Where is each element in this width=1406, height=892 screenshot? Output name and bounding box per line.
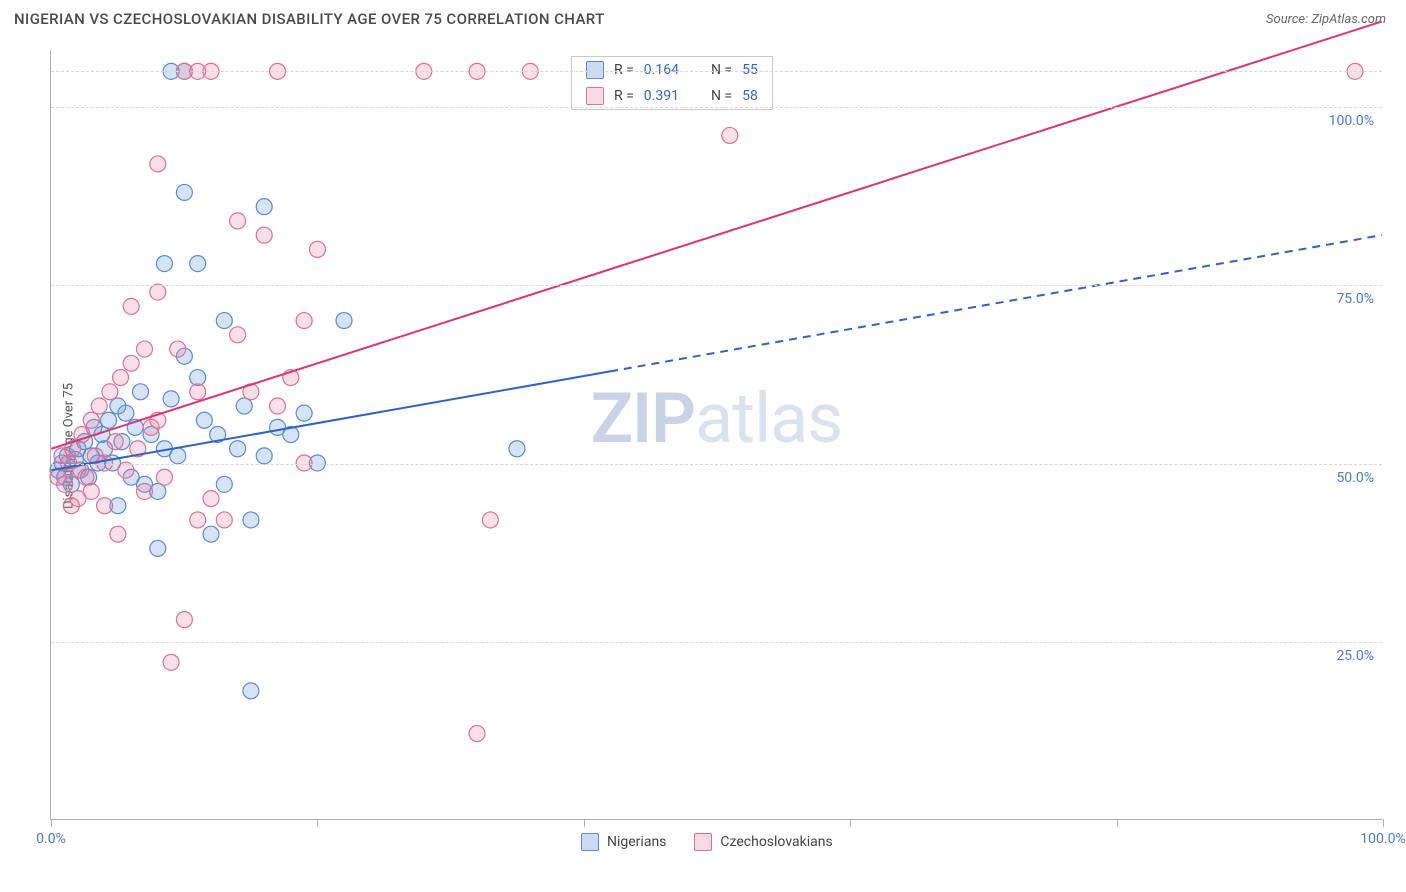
data-point bbox=[309, 241, 325, 257]
data-point bbox=[296, 405, 312, 421]
data-point bbox=[256, 448, 272, 464]
plot-area: ZIPatlas R = 0.164 N = 55 R = 0.391 N = … bbox=[50, 50, 1382, 820]
data-point bbox=[216, 512, 232, 528]
x-tick bbox=[1383, 819, 1384, 827]
gridline bbox=[51, 107, 1382, 108]
data-point bbox=[156, 256, 172, 272]
x-tick bbox=[584, 819, 585, 827]
data-point bbox=[101, 412, 117, 428]
legend-item: Czechoslovakians bbox=[694, 833, 832, 851]
data-point bbox=[150, 284, 166, 300]
data-point bbox=[243, 512, 259, 528]
swatch-icon bbox=[581, 833, 599, 851]
chart-title: NIGERIAN VS CZECHOSLOVAKIAN DISABILITY A… bbox=[14, 10, 605, 28]
data-point bbox=[176, 612, 192, 628]
data-point bbox=[123, 355, 139, 371]
data-point bbox=[163, 391, 179, 407]
data-point bbox=[170, 448, 186, 464]
x-tick bbox=[850, 819, 851, 827]
data-point bbox=[722, 127, 738, 143]
data-point bbox=[136, 341, 152, 357]
data-point bbox=[216, 313, 232, 329]
y-tick-label: 75.0% bbox=[1336, 291, 1374, 307]
chart-header: NIGERIAN VS CZECHOSLOVAKIAN DISABILITY A… bbox=[0, 0, 1406, 38]
data-point bbox=[482, 512, 498, 528]
data-point bbox=[102, 384, 118, 400]
data-point bbox=[118, 405, 134, 421]
data-point bbox=[190, 512, 206, 528]
data-point bbox=[113, 370, 129, 386]
series-legend: Nigerians Czechoslovakians bbox=[581, 833, 833, 851]
data-point bbox=[78, 469, 94, 485]
gridline bbox=[51, 642, 1382, 643]
data-point bbox=[110, 526, 126, 542]
x-tick-label: 100.0% bbox=[1360, 831, 1405, 847]
data-point bbox=[83, 412, 99, 428]
data-point bbox=[336, 313, 352, 329]
data-point bbox=[163, 654, 179, 670]
trend-line-extrapolated bbox=[610, 235, 1382, 371]
data-point bbox=[230, 327, 246, 343]
data-point bbox=[57, 476, 73, 492]
data-point bbox=[190, 384, 206, 400]
legend-item: Nigerians bbox=[581, 833, 666, 851]
data-point bbox=[107, 434, 123, 450]
x-tick bbox=[317, 819, 318, 827]
data-point bbox=[150, 156, 166, 172]
data-point bbox=[176, 184, 192, 200]
data-point bbox=[190, 370, 206, 386]
trend-line bbox=[51, 22, 1381, 449]
gridline bbox=[51, 464, 1382, 465]
data-point bbox=[270, 398, 286, 414]
data-point bbox=[203, 526, 219, 542]
y-tick-label: 100.0% bbox=[1329, 113, 1374, 129]
data-point bbox=[150, 540, 166, 556]
x-tick-label: 0.0% bbox=[36, 831, 66, 847]
data-point bbox=[63, 498, 79, 514]
data-point bbox=[97, 498, 113, 514]
data-point bbox=[133, 384, 149, 400]
swatch-icon bbox=[694, 833, 712, 851]
y-tick-label: 50.0% bbox=[1336, 470, 1374, 486]
data-point bbox=[216, 476, 232, 492]
data-point bbox=[136, 483, 152, 499]
chart-svg bbox=[51, 50, 1382, 819]
data-point bbox=[156, 469, 172, 485]
source-label: Source: ZipAtlas.com bbox=[1266, 12, 1386, 27]
data-point bbox=[509, 441, 525, 457]
data-point bbox=[469, 726, 485, 742]
data-point bbox=[123, 298, 139, 314]
data-point bbox=[91, 398, 107, 414]
data-point bbox=[196, 412, 212, 428]
data-point bbox=[236, 398, 252, 414]
data-point bbox=[190, 256, 206, 272]
x-tick bbox=[51, 819, 52, 827]
gridline bbox=[51, 71, 1382, 72]
gridline bbox=[51, 285, 1382, 286]
data-point bbox=[230, 441, 246, 457]
data-point bbox=[256, 199, 272, 215]
data-point bbox=[170, 341, 186, 357]
y-tick-label: 25.0% bbox=[1336, 648, 1374, 664]
x-tick bbox=[1117, 819, 1118, 827]
data-point bbox=[296, 313, 312, 329]
data-point bbox=[203, 491, 219, 507]
data-point bbox=[243, 683, 259, 699]
data-point bbox=[230, 213, 246, 229]
data-point bbox=[256, 227, 272, 243]
